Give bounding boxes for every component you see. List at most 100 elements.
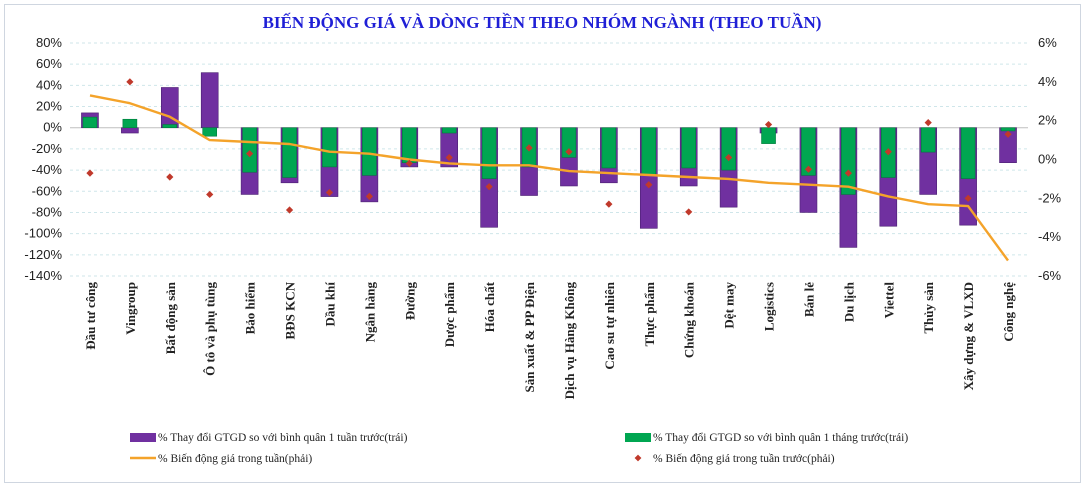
y-left-tick-label: -40% xyxy=(32,162,63,177)
bar-month-change xyxy=(162,124,178,129)
prev-week-marker xyxy=(685,208,693,216)
bar-month-change xyxy=(801,127,816,176)
bar-month-change xyxy=(362,127,377,176)
prev-week-marker xyxy=(605,200,613,208)
x-tick-label: Bất động sản xyxy=(163,281,178,354)
y-left-tick-label: -80% xyxy=(32,204,63,219)
bar-month-change xyxy=(441,127,457,134)
prev-week-marker xyxy=(924,119,932,127)
prev-week-marker xyxy=(166,173,174,181)
x-tick-label: Sản xuất & PP Điện xyxy=(522,281,537,392)
bar-week-change xyxy=(200,72,219,129)
bar-month-change xyxy=(1000,127,1016,132)
bar-month-change xyxy=(681,127,697,169)
y-axis-right: 6% 4% 2% 0% -2% -4% -6% xyxy=(1038,35,1062,283)
x-axis-labels: Đầu tư công Vingroup Bất động sản Ô tô và p… xyxy=(83,281,1016,399)
legend-swatch xyxy=(130,433,156,442)
y-left-tick-label: -60% xyxy=(32,183,63,198)
x-tick-label: Viettel xyxy=(881,282,896,319)
bar-month-change xyxy=(561,127,577,158)
bar-month-change xyxy=(841,127,856,195)
legend-label: % Thay đổi GTGD so với bình quân 1 tuần … xyxy=(158,431,408,444)
prev-week-marker xyxy=(445,153,453,162)
price-change-line xyxy=(89,94,1009,262)
bar-week-change xyxy=(160,87,179,129)
x-tick-label: BĐS KCN xyxy=(283,281,298,339)
prev-week-marker xyxy=(405,159,413,167)
x-tick-label: Cao su tự nhiên xyxy=(602,281,617,369)
prev-week-marker xyxy=(365,192,373,200)
prev-week-marker xyxy=(246,150,254,158)
x-tick-label: Đầu tư công xyxy=(83,282,98,350)
x-tick-label: Logistics xyxy=(762,282,777,331)
y-right-tick-label: 0% xyxy=(1038,152,1057,167)
y-right-tick-label: -2% xyxy=(1038,190,1062,205)
legend-swatch xyxy=(625,433,651,442)
prev-week-points xyxy=(86,78,1012,216)
x-tick-label: Ngân hàng xyxy=(362,282,377,343)
bar-month-change xyxy=(122,118,138,129)
y-left-tick-label: 60% xyxy=(36,56,62,71)
y-left-tick-label: 20% xyxy=(36,99,62,114)
x-tick-label: Du lịch xyxy=(841,281,856,322)
bar-month-change xyxy=(920,127,936,153)
x-tick-label: Vingroup xyxy=(123,282,138,335)
prev-week-marker xyxy=(964,194,972,202)
x-tick-label: Chứng khoán xyxy=(682,281,697,358)
prev-week-marker xyxy=(804,165,813,173)
prev-week-marker xyxy=(844,169,852,177)
bar-month-change xyxy=(401,127,417,163)
x-tick-label: Dược phẩm xyxy=(442,282,457,347)
y-right-tick-label: -4% xyxy=(1038,229,1062,244)
prev-week-marker xyxy=(525,144,533,152)
x-tick-label: Xây dựng & VLXD xyxy=(961,282,976,390)
price-line xyxy=(89,94,1009,262)
y-left-tick-label: -120% xyxy=(24,247,62,262)
x-tick-label: Công nghệ xyxy=(1001,282,1016,342)
x-tick-label: Đường xyxy=(402,282,417,321)
bar-month-change xyxy=(641,127,657,176)
bar-month-change xyxy=(322,127,337,168)
bar-month-change xyxy=(481,127,497,179)
x-tick-label: Thực phẩm xyxy=(642,282,657,347)
prev-week-marker xyxy=(206,190,214,199)
legend-swatch xyxy=(634,454,642,462)
y-axis-left: 80% 60% 40% 20% 0% -20% -40% -60% -80% -100% -120%… xyxy=(24,35,62,283)
chart-frame xyxy=(4,4,1081,483)
bar-month-change xyxy=(960,127,976,179)
x-tick-label: Dầu khí xyxy=(322,282,337,327)
y-left-tick-label: -100% xyxy=(24,226,62,241)
x-tick-label: Hóa chất xyxy=(482,281,497,332)
prev-week-marker xyxy=(565,148,573,156)
y-left-tick-label: 40% xyxy=(36,77,62,92)
bar-month-change xyxy=(761,127,776,144)
legend-label: % Biến động giá trong tuần(phải) xyxy=(158,452,312,465)
bar-month-change xyxy=(202,127,218,137)
bar-month-change xyxy=(282,127,297,178)
y-right-tick-label: -6% xyxy=(1038,268,1062,283)
prev-week-marker xyxy=(1004,130,1012,138)
x-tick-label: Bán lẻ xyxy=(801,282,816,317)
prev-week-marker xyxy=(764,120,773,129)
bar-month-change xyxy=(601,127,617,169)
y-left-tick-label: 0% xyxy=(43,120,62,135)
prev-week-marker xyxy=(325,188,334,197)
x-tick-label: Ô tô và phụ tùng xyxy=(203,282,218,376)
x-tick-label: Dệt may xyxy=(722,282,737,329)
y-right-tick-label: 4% xyxy=(1038,74,1057,89)
prev-week-marker xyxy=(645,181,653,189)
y-left-tick-label: -140% xyxy=(24,268,62,283)
x-tick-label: Thủy sản xyxy=(921,281,936,333)
prev-week-marker xyxy=(485,183,493,191)
prev-week-marker xyxy=(884,148,892,156)
prev-week-marker xyxy=(285,206,294,214)
legend: % Thay đổi GTGD so với bình quân 1 tuần … xyxy=(130,431,908,465)
x-tick-label: Bảo hiểm xyxy=(243,282,258,335)
y-left-tick-label: 80% xyxy=(36,35,62,50)
y-left-tick-label: -20% xyxy=(32,141,63,156)
bar-month-change xyxy=(242,127,257,173)
bars xyxy=(81,72,1017,248)
bar-week-change xyxy=(121,127,139,134)
bar-month-change xyxy=(721,127,736,171)
